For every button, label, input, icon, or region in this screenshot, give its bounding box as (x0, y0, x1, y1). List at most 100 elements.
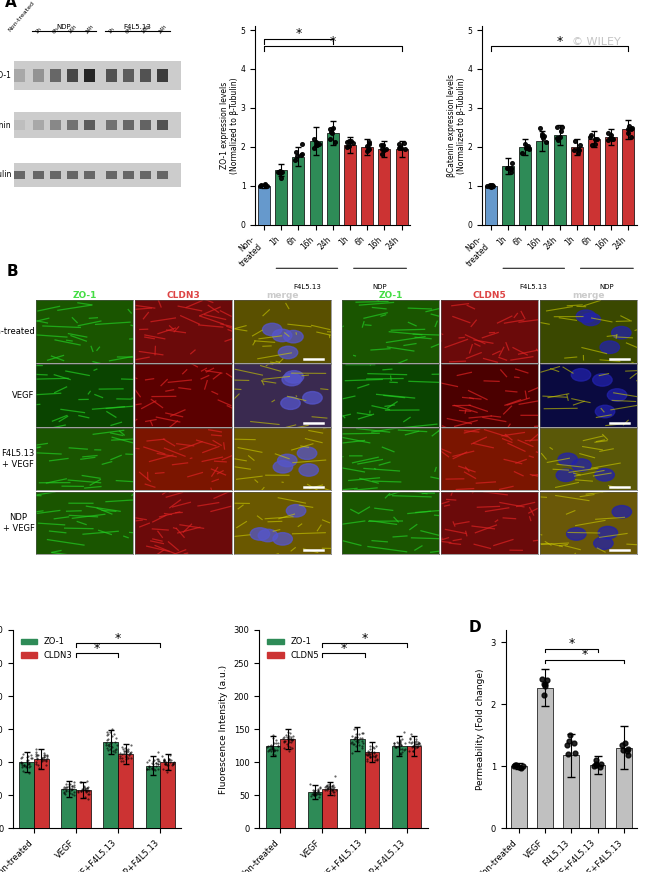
Circle shape (598, 527, 618, 539)
Point (106, 735, 116, 749)
Bar (157, 171, 168, 179)
Point (121, 752, 131, 766)
Point (72, 785, 83, 799)
Point (108, 745, 118, 759)
Point (315, 787, 326, 800)
Point (404, 735, 414, 749)
Point (370, 753, 381, 766)
Point (144, 762, 154, 776)
Bar (67, 69, 78, 82)
Point (413, 734, 423, 748)
Point (520, 138, 530, 152)
Circle shape (250, 528, 270, 541)
Point (369, 746, 380, 760)
Bar (564, 755, 579, 828)
Point (272, 739, 283, 753)
Bar (157, 120, 168, 130)
Point (109, 726, 119, 740)
Point (506, 165, 517, 179)
Point (153, 762, 163, 776)
Point (569, 736, 580, 750)
Text: Non-treated: Non-treated (0, 327, 34, 337)
Text: *: * (115, 632, 122, 645)
Circle shape (273, 460, 292, 473)
Point (515, 761, 526, 775)
Point (153, 745, 163, 759)
Point (283, 732, 293, 746)
Point (415, 739, 425, 753)
Point (314, 787, 324, 800)
Point (69, 788, 79, 802)
Point (590, 137, 600, 151)
Bar (161, 762, 175, 828)
Point (166, 753, 177, 767)
Point (311, 139, 322, 153)
Bar (20, 762, 34, 828)
Point (590, 132, 600, 146)
Bar (407, 746, 421, 828)
Point (151, 756, 161, 770)
Point (355, 732, 365, 746)
Point (349, 732, 359, 746)
Point (556, 120, 567, 134)
Point (285, 732, 296, 746)
Point (327, 783, 337, 797)
Point (328, 780, 338, 794)
Point (21, 750, 32, 764)
Point (79, 780, 90, 794)
Point (64, 777, 75, 791)
Point (349, 722, 359, 736)
Point (311, 135, 321, 149)
Point (159, 754, 170, 768)
Bar (84, 69, 95, 82)
Text: *: * (341, 642, 346, 655)
Point (20, 760, 31, 773)
Point (105, 737, 116, 751)
Point (350, 731, 361, 745)
Bar (537, 688, 553, 828)
Point (105, 725, 116, 739)
Point (591, 758, 601, 772)
Point (164, 747, 175, 761)
Point (268, 746, 278, 760)
Point (342, 140, 352, 154)
Point (104, 737, 114, 751)
Point (60, 785, 71, 799)
Point (161, 757, 171, 771)
Point (82, 784, 92, 798)
Point (116, 754, 127, 768)
Point (321, 780, 332, 794)
Point (358, 741, 368, 755)
Point (313, 784, 323, 798)
Point (535, 121, 545, 135)
Bar (623, 129, 634, 225)
Point (77, 782, 88, 796)
Point (485, 178, 495, 192)
Point (397, 742, 408, 756)
Point (42, 751, 52, 765)
Circle shape (299, 464, 318, 476)
Point (31, 755, 42, 769)
Point (309, 787, 320, 801)
Point (106, 739, 116, 753)
Point (393, 736, 403, 750)
Point (351, 739, 361, 753)
Point (365, 749, 375, 763)
Point (487, 179, 497, 193)
Point (618, 743, 629, 757)
Point (79, 790, 90, 804)
Point (19, 759, 29, 773)
Point (284, 729, 294, 743)
Point (285, 730, 296, 744)
Title: ZO-1: ZO-1 (72, 290, 97, 300)
Point (585, 131, 595, 145)
Point (21, 754, 32, 768)
Point (320, 783, 331, 797)
Point (296, 137, 307, 151)
Circle shape (612, 326, 631, 339)
Point (267, 739, 278, 753)
Point (277, 165, 287, 179)
Point (117, 740, 127, 754)
Point (324, 122, 335, 136)
Point (370, 748, 381, 762)
